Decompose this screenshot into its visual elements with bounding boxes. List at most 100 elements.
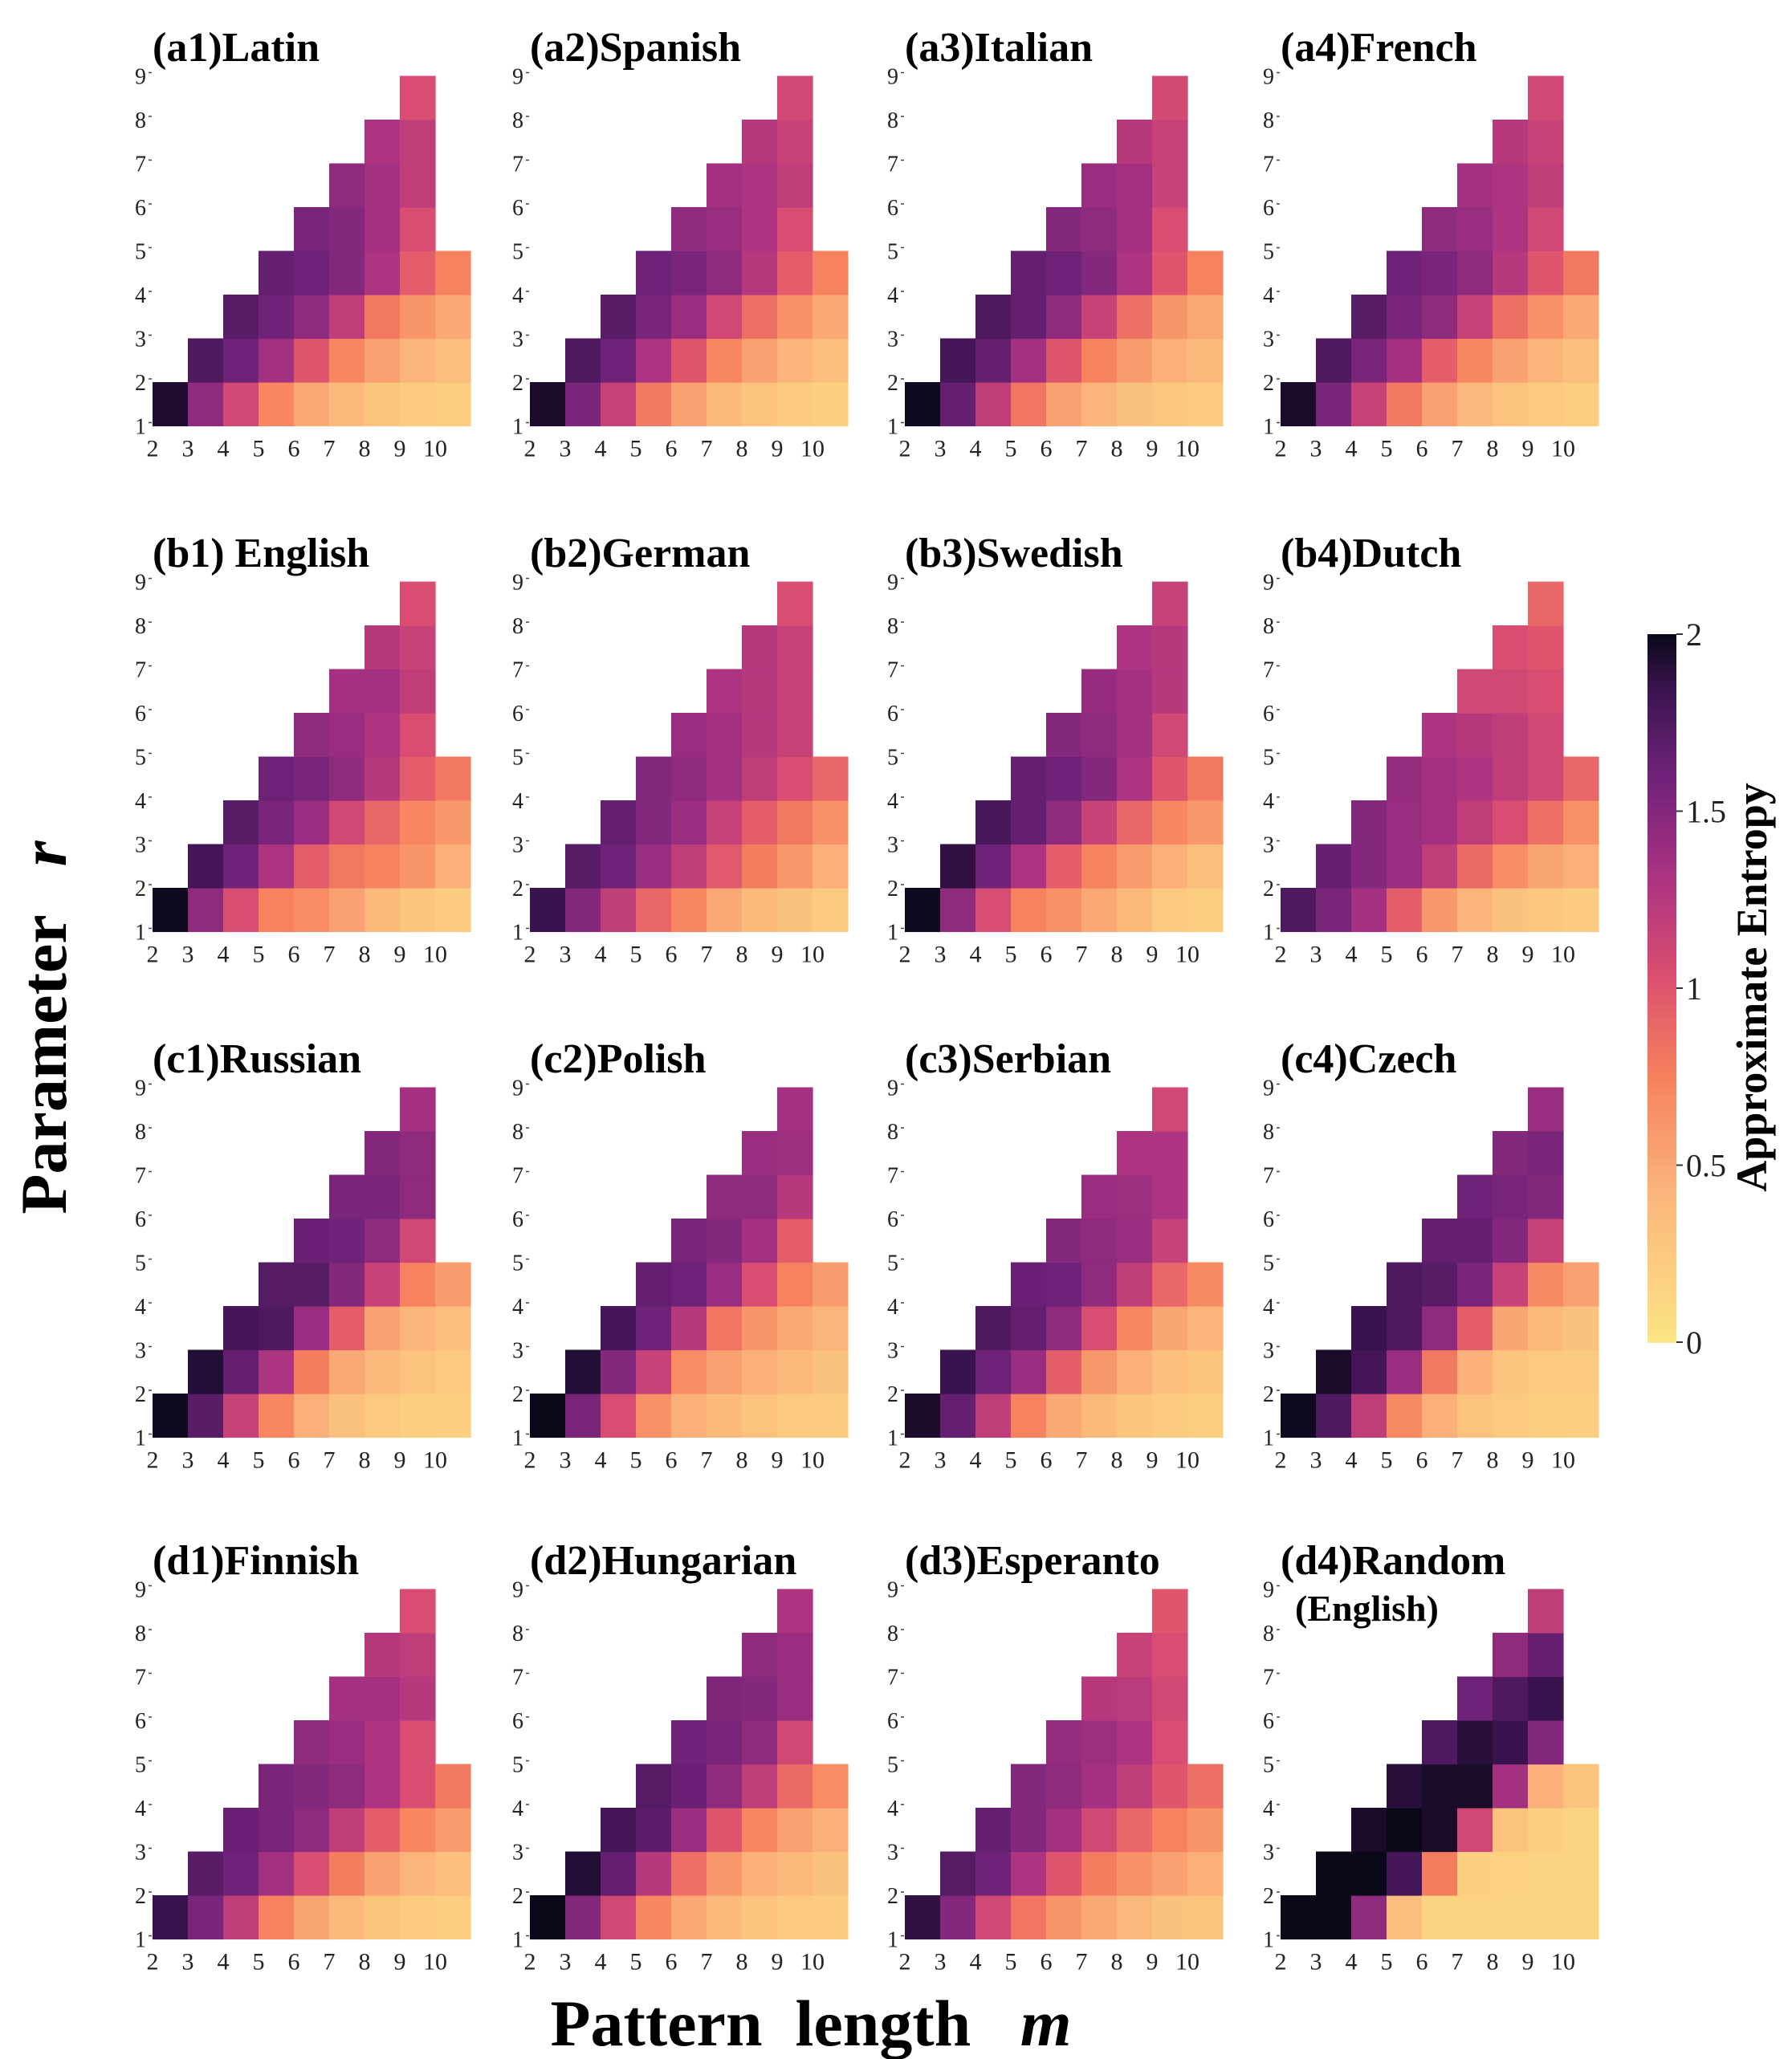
panel-title: (c3)Serbian (905, 1036, 1111, 1082)
heatmap-cell (400, 1808, 436, 1853)
y-tick-label: 3 (512, 328, 523, 352)
x-tick-label: 7 (701, 1447, 713, 1474)
heatmap-cell (223, 888, 259, 933)
heatmap-cell (975, 1349, 1012, 1394)
heatmap-cell (777, 1676, 813, 1721)
x-tick-label: 3 (560, 1949, 572, 1976)
heatmap-cell (1117, 120, 1153, 165)
heatmap-cell (1528, 1720, 1564, 1765)
heatmap-cell (636, 888, 672, 933)
colorbar-segment (1647, 976, 1676, 983)
heatmap-cell (1493, 1306, 1529, 1351)
heatmap-cell (1528, 625, 1564, 670)
y-tick-label: 7 (512, 1164, 523, 1189)
colorbar-segment (1647, 811, 1676, 818)
y-tick-label: 8 (135, 614, 146, 639)
x-tick-label: 3 (1310, 942, 1322, 968)
heatmap-cell (1117, 756, 1153, 801)
heatmap-cell (1387, 756, 1423, 801)
heatmap-cell (259, 1394, 295, 1438)
heatmap-cell (223, 1808, 259, 1853)
colorbar-segment (1647, 816, 1676, 824)
heatmap-cell (294, 756, 330, 801)
heatmap-cell (1081, 800, 1118, 845)
y-tick-label: 2 (1263, 1884, 1274, 1909)
x-tick-label: 6 (1041, 436, 1053, 462)
heatmap-cell (777, 1087, 813, 1132)
heatmap-cell (1117, 338, 1153, 383)
heatmap-cell (259, 1851, 295, 1896)
heatmap-cell (365, 1851, 401, 1896)
colorbar-segment (1647, 763, 1676, 771)
y-tick-label: 3 (887, 1339, 898, 1364)
heatmap-cell (1152, 75, 1188, 120)
colorbar-segment (1647, 693, 1676, 700)
heatmap-cell (365, 207, 401, 252)
heatmap-cell (1422, 888, 1458, 933)
colorbar-segment (1647, 722, 1676, 730)
heatmap-cell (294, 1808, 330, 1853)
heatmap-cell (1528, 669, 1564, 714)
colorbar-segment (1647, 941, 1676, 948)
y-tick-label: 6 (887, 1709, 898, 1734)
y-tick-label: 6 (135, 1207, 146, 1232)
y-tick-label: 4 (887, 789, 898, 814)
heatmap-cell (1152, 669, 1188, 714)
y-tick-label: 2 (887, 1382, 898, 1407)
heatmap-cell (1187, 888, 1224, 933)
x-tick-label: 10 (1551, 436, 1575, 462)
heatmap-cell (671, 250, 707, 295)
heatmap-cell (1563, 338, 1599, 383)
y-tick-label: 5 (887, 1251, 898, 1276)
heatmap-cell (742, 207, 778, 252)
heatmap-cell (1493, 120, 1529, 165)
heatmap-cell (400, 120, 436, 165)
heatmap-cell (742, 1720, 778, 1765)
heatmap-cell (1493, 669, 1529, 714)
heatmap-cell (636, 844, 672, 889)
heatmap-cell (671, 1851, 707, 1896)
x-tick-label: 3 (182, 436, 194, 462)
x-tick-label: 8 (1111, 436, 1123, 462)
x-tick-label: 10 (1175, 1447, 1199, 1474)
colorbar-segment (1647, 1336, 1676, 1343)
heatmap-cell (1081, 1262, 1118, 1307)
heatmap-cell (1081, 163, 1118, 208)
heatmap-cell (742, 756, 778, 801)
y-tick-label: 3 (512, 1841, 523, 1866)
heatmap-cell (400, 844, 436, 889)
x-tick-label: 7 (324, 1949, 336, 1976)
heatmap-cell (1422, 1895, 1458, 1940)
heatmap-cell (636, 1808, 672, 1853)
heatmap-cell (1457, 669, 1493, 714)
heatmap-cell (294, 1394, 330, 1438)
x-tick-label: 7 (1452, 1949, 1464, 1976)
heatmap-cell (1387, 250, 1423, 295)
heatmap-cell (294, 338, 330, 383)
x-tick-label: 10 (800, 942, 825, 968)
y-tick-label: 3 (135, 328, 146, 352)
colorbar-segment (1647, 1224, 1676, 1231)
heatmap-cell (259, 382, 295, 427)
x-tick-label: 4 (1346, 436, 1358, 462)
heatmap-cell (636, 338, 672, 383)
x-tick-label: 7 (701, 942, 713, 968)
heatmap-cell (1081, 1676, 1118, 1721)
heatmap-cell (1457, 1394, 1493, 1438)
heatmap-cell (400, 1394, 436, 1438)
heatmap-cell (1387, 1306, 1423, 1351)
heatmap-cell (400, 713, 436, 758)
heatmap-cell (1422, 844, 1458, 889)
heatmap-cell (365, 382, 401, 427)
heatmap-cell (1281, 1394, 1317, 1438)
heatmap-cell (1563, 382, 1599, 427)
heatmap-cell (1422, 1394, 1458, 1438)
heatmap-cell (1387, 1349, 1423, 1394)
heatmap-cell (1046, 1808, 1082, 1853)
y-tick-label: 5 (1263, 1753, 1274, 1778)
heatmap-cell (1528, 250, 1564, 295)
heatmap-cell (223, 844, 259, 889)
colorbar-segment (1647, 1041, 1676, 1048)
x-tick-label: 6 (1416, 1447, 1428, 1474)
